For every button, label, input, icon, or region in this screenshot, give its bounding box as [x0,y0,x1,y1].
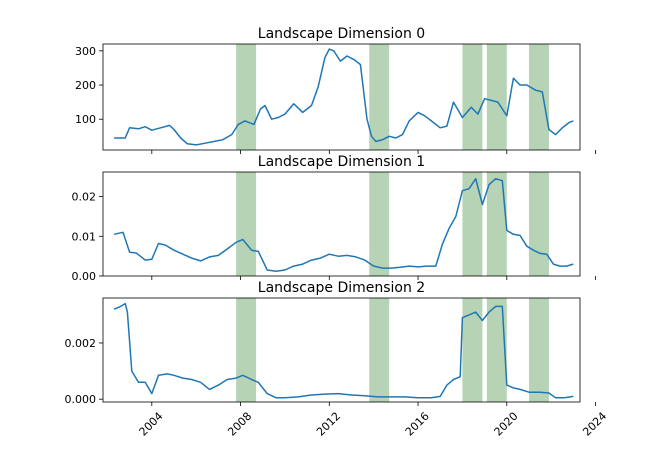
shaded-region-1 [369,172,390,276]
axes-frame [102,171,581,277]
shaded-region-4 [528,44,549,150]
shaded-region-1 [369,298,390,402]
shaded-region-3 [486,44,507,150]
series-line-0 [114,48,574,146]
shaded-region-3 [486,298,507,402]
y-tick-label: 0.002 [65,337,97,350]
subplot-title: Landscape Dimension 1 [258,154,425,170]
shaded-region-0 [236,44,257,150]
y-tick-label: 0.01 [72,230,97,243]
shaded-region-1 [369,44,390,150]
series-line-0 [113,302,574,399]
axes-frame [102,297,581,403]
shaded-region-3 [486,172,507,276]
y-tick-label: 0.000 [65,393,97,406]
shaded-region-2 [462,172,483,276]
y-tick-label: 0.00 [72,270,97,283]
y-tick-label: 0.02 [72,191,97,204]
y-tick-label: 100 [75,113,96,126]
y-tick-label: 300 [75,45,96,58]
shaded-region-4 [528,298,549,402]
subplot-0: 100 200 300 Landscape Dimension 0 [75,26,596,154]
shaded-region-4 [528,172,549,276]
shaded-region-2 [462,44,483,150]
shaded-region-0 [236,172,257,276]
y-tick-label: 200 [75,79,96,92]
axes-frame [102,43,581,151]
subplot-title: Landscape Dimension 0 [258,26,425,42]
shaded-region-2 [462,298,483,402]
subplot-1: 0.00 0.01 0.02 Landscape Dimension 1 [72,154,596,283]
subplot-title: Landscape Dimension 2 [258,280,425,296]
shaded-region-0 [236,298,257,402]
series-line-0 [113,177,574,272]
